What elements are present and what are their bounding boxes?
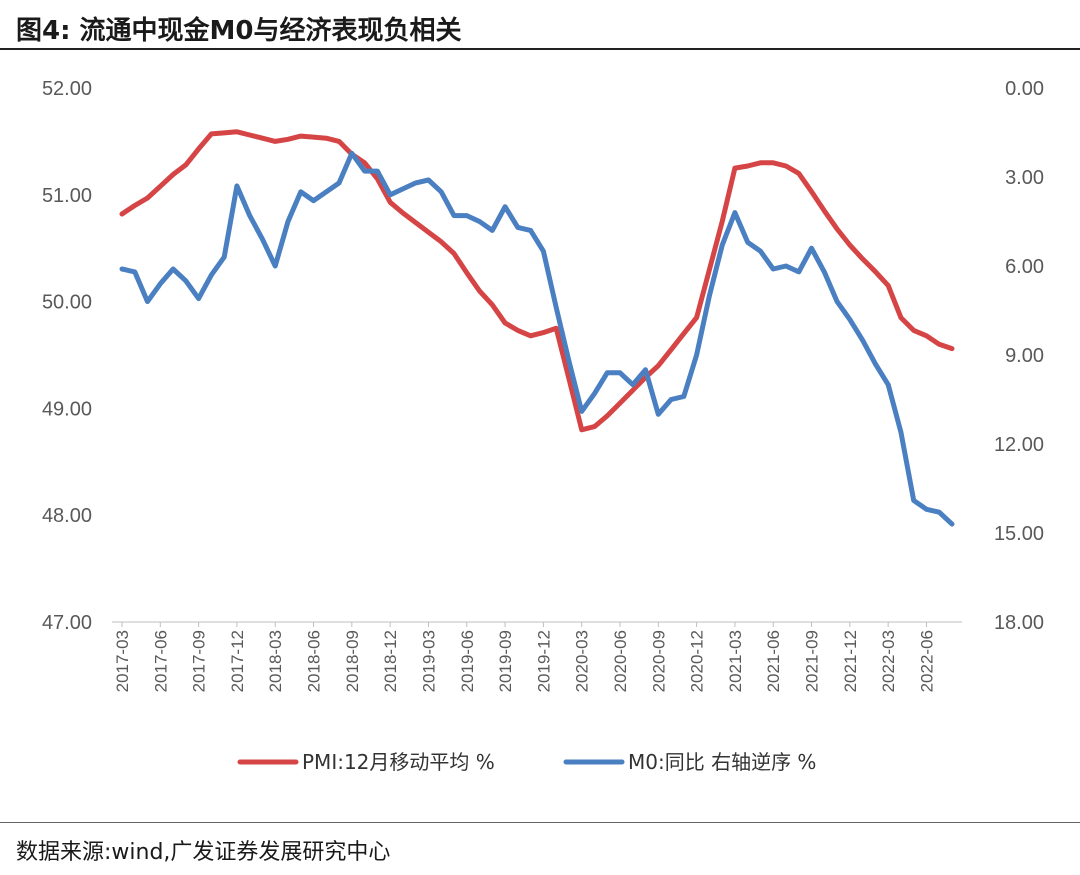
left-y-tick-label: 47.00 bbox=[42, 612, 92, 634]
chart-series bbox=[119, 129, 955, 527]
x-tick-label: 2019-12 bbox=[534, 630, 553, 692]
right-y-tick-label: 6.00 bbox=[1005, 256, 1044, 278]
left-y-tick-label: 49.00 bbox=[42, 398, 92, 420]
x-tick-label: 2018-12 bbox=[381, 630, 400, 692]
x-tick-label: 2020-09 bbox=[649, 630, 668, 692]
chart-legend: PMI:12月移动平均 % M0:同比 右轴逆序 % bbox=[237, 750, 816, 774]
right-y-tick-label: 12.00 bbox=[994, 434, 1044, 456]
x-tick-label: 2017-12 bbox=[228, 630, 247, 692]
left-y-tick-label: 51.00 bbox=[42, 185, 92, 207]
pmi-series-line bbox=[119, 129, 955, 433]
m0-legend-label: M0:同比 右轴逆序 % bbox=[628, 750, 816, 774]
x-tick-label: 2021-12 bbox=[841, 630, 860, 692]
right-y-tick-label: 18.00 bbox=[994, 612, 1044, 634]
x-tick-label: 2019-09 bbox=[496, 630, 515, 692]
left-y-tick-label: 50.00 bbox=[42, 292, 92, 314]
x-tick-label: 2018-09 bbox=[343, 630, 362, 692]
left-y-tick-label: 48.00 bbox=[42, 505, 92, 527]
pmi-legend-label: PMI:12月移动平均 % bbox=[302, 750, 495, 774]
right-y-tick-label: 15.00 bbox=[994, 523, 1044, 545]
x-tick-label: 2017-03 bbox=[113, 630, 132, 692]
title-divider bbox=[0, 48, 1080, 50]
x-tick-label: 2019-03 bbox=[419, 630, 438, 692]
left-y-tick-label: 52.00 bbox=[42, 78, 92, 100]
right-y-tick-label: 3.00 bbox=[1005, 167, 1044, 189]
chart-axes: 52.00 51.00 50.00 49.00 48.00 47.00 0.00 3.00 6.… bbox=[42, 78, 1044, 692]
x-tick-label: 2018-03 bbox=[266, 630, 285, 692]
source-divider bbox=[0, 822, 1080, 823]
x-tick-label: 2022-06 bbox=[917, 630, 936, 692]
x-tick-label: 2021-06 bbox=[764, 630, 783, 692]
right-y-tick-label: 9.00 bbox=[1005, 345, 1044, 367]
x-tick-label: 2017-06 bbox=[151, 630, 170, 692]
figure-title: 图4: 流通中现金M0与经济表现负相关 bbox=[16, 16, 462, 46]
source-note: 数据来源:wind,广发证券发展研究中心 bbox=[16, 840, 391, 865]
x-tick-label: 2021-09 bbox=[803, 630, 822, 692]
dual-axis-line-chart: 52.00 51.00 50.00 49.00 48.00 47.00 0.00 3.00 6.… bbox=[42, 78, 1044, 774]
x-tick-label: 2017-09 bbox=[190, 630, 209, 692]
x-tick-label: 2022-03 bbox=[879, 630, 898, 692]
x-tick-label: 2020-03 bbox=[573, 630, 592, 692]
x-tick-label: 2019-06 bbox=[458, 630, 477, 692]
right-y-tick-label: 0.00 bbox=[1005, 78, 1044, 100]
x-tick-label: 2020-06 bbox=[611, 630, 630, 692]
m0-series-line bbox=[119, 150, 955, 527]
x-tick-label: 2018-06 bbox=[305, 630, 324, 692]
x-tick-label: 2021-03 bbox=[726, 630, 745, 692]
x-tick-label: 2020-12 bbox=[688, 630, 707, 692]
